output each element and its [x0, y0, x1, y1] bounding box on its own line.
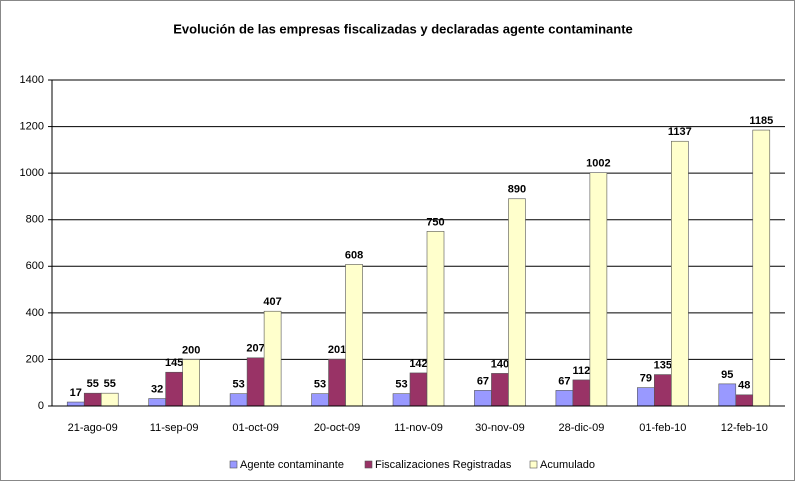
y-tick-label: 800: [26, 214, 44, 226]
bar: [752, 129, 771, 407]
bar: [83, 392, 102, 407]
bar: [426, 231, 445, 407]
y-tick-label: 1000: [20, 167, 44, 179]
data-label: 95: [721, 369, 733, 381]
data-label: 48: [738, 380, 750, 392]
data-label: 407: [263, 296, 281, 308]
bar: [100, 392, 119, 407]
x-tick-label: 28-dic-09: [558, 422, 604, 434]
data-label: 55: [104, 378, 116, 390]
bar: [474, 390, 492, 407]
x-tick-label: 11-nov-09: [394, 422, 443, 434]
data-label: 135: [654, 359, 672, 371]
bar: [718, 383, 737, 407]
legend-swatch: [229, 460, 238, 469]
x-tick-label: 30-nov-09: [475, 422, 525, 434]
x-tick-label: 11-sep-09: [150, 422, 199, 434]
data-label: 53: [314, 379, 326, 391]
legend-swatch: [364, 460, 373, 469]
bar: [589, 172, 608, 407]
data-label: 79: [640, 373, 652, 385]
data-label: 1185: [749, 115, 773, 127]
x-tick-label: 12-feb-10: [721, 422, 768, 434]
bar: [637, 387, 655, 407]
bar: [555, 390, 574, 407]
bar: [246, 357, 265, 407]
data-label: 750: [426, 216, 444, 228]
bar: [671, 140, 689, 407]
x-tick-label: 20-oct-09: [314, 422, 360, 434]
data-label: 67: [558, 375, 570, 387]
data-label: 1002: [586, 158, 610, 170]
bar: [345, 264, 363, 407]
x-tick-label: 21-ago-09: [68, 422, 118, 434]
data-label: 53: [395, 379, 407, 391]
bar: [165, 371, 183, 407]
data-label: 201: [328, 344, 346, 356]
data-label: 890: [508, 184, 526, 196]
data-label: 53: [232, 379, 244, 391]
legend-label: Acumulado: [540, 459, 595, 471]
bar: [409, 372, 428, 407]
data-label: 67: [477, 375, 489, 387]
y-tick-label: 1400: [20, 74, 44, 86]
bar: [148, 398, 166, 407]
bar: [572, 379, 591, 407]
y-tick-label: 200: [26, 353, 44, 365]
bar: [328, 358, 346, 407]
bar: [311, 393, 329, 407]
bar: [263, 310, 282, 407]
bar: [508, 198, 526, 407]
data-label: 142: [409, 358, 427, 370]
data-label: 145: [165, 357, 183, 369]
data-label: 1137: [668, 126, 692, 138]
data-label: 55: [87, 378, 99, 390]
legend-label: Agente contaminante: [240, 459, 344, 471]
bar: [182, 359, 200, 407]
data-label: 17: [70, 387, 82, 399]
y-tick-label: 600: [26, 260, 44, 272]
legend-swatch: [529, 460, 538, 469]
bar: [491, 373, 509, 407]
y-tick-label: 1200: [20, 120, 44, 132]
bar: [229, 393, 248, 407]
data-label: 140: [491, 358, 509, 370]
y-tick-label: 0: [38, 400, 44, 412]
bar: [66, 401, 85, 407]
data-label: 207: [246, 343, 264, 355]
data-label: 112: [573, 365, 591, 377]
bar: [735, 394, 754, 407]
bar: [654, 374, 672, 407]
legend-label: Fiscalizaciones Registradas: [375, 459, 512, 471]
chart-title: Evolución de las empresas fiscalizadas y…: [173, 21, 633, 36]
data-label: 608: [345, 249, 363, 261]
data-label: 200: [182, 344, 200, 356]
x-tick-label: 01-feb-10: [639, 422, 686, 434]
x-tick-label: 01-oct-09: [232, 422, 278, 434]
y-tick-label: 400: [26, 307, 44, 319]
bar: [392, 393, 411, 407]
data-label: 32: [151, 383, 163, 395]
